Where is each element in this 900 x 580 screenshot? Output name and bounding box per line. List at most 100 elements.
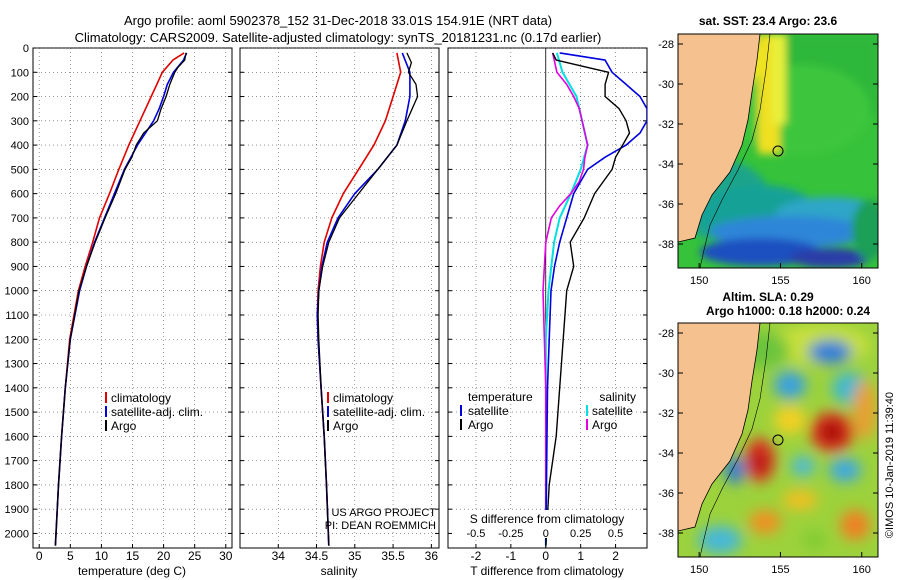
difference-legend-salinity: salinity satellite Argo [586, 390, 636, 432]
depth-tick-label: 800 [11, 237, 29, 249]
salinity-grid [240, 47, 439, 548]
legend-mark-climatology [105, 392, 107, 403]
depth-tick-label: 400 [11, 140, 29, 152]
title-line-2: Climatology: CARS2009. Satellite-adjuste… [75, 30, 602, 45]
x-tick-label: 20 [157, 549, 171, 563]
depth-tick-label: 300 [11, 116, 29, 128]
map-lat-label: -38 [658, 239, 674, 251]
legend-mark-satellite [460, 405, 462, 416]
depth-axis: 0 100 200 300 400 500 600 700 800 900 1000 1100 1200… [5, 43, 29, 540]
depth-tick-label: 500 [11, 164, 29, 176]
map-lat-label: -38 [658, 528, 674, 540]
legend-climatology: climatology [333, 391, 393, 405]
legend-salinity-satellite: satellite [592, 404, 633, 418]
depth-tick-label: 700 [11, 213, 29, 225]
sla-map-title-1: Altim. SLA: 0.29 [722, 290, 814, 304]
map-lat-label: -32 [658, 408, 674, 420]
x-tick-label: 25 [188, 549, 202, 563]
s-tick-label: 0.25 [570, 528, 591, 540]
map-lat-label: -34 [658, 159, 674, 171]
s-difference-label: S difference from climatology [470, 512, 625, 526]
x-tick-label: 5 [67, 549, 74, 563]
legend-mark-argo-salinity [586, 419, 588, 430]
legend-satellite: satellite-adj. clim. [333, 405, 425, 419]
s-tick-label: 0.5 [608, 528, 623, 540]
s-tick-label: 0 [543, 528, 549, 540]
series-salinity-satellite [544, 52, 589, 546]
x-tick-label: 15 [126, 549, 140, 563]
series-argo [54, 52, 187, 546]
depth-tick-label: 1700 [5, 456, 29, 468]
depth-tick-label: 1800 [5, 480, 29, 492]
difference-legend-temperature: temperature satellite Argo [460, 390, 533, 432]
salinity-panel: 34 34.5 35 35.5 36 salinity climatology sate… [239, 47, 440, 578]
map-lon-label: 155 [771, 564, 789, 576]
difference-x-ticks: -2 -1 0 1 2 [471, 549, 620, 563]
temperature-panel: 0100200300400500600700800900100011001200… [5, 43, 233, 578]
difference-lines [542, 52, 647, 546]
legend-mark-argo [105, 420, 107, 431]
legend-mark-satellite [327, 406, 329, 417]
difference-xlabel: T difference from climatology [470, 564, 624, 578]
temperature-xlabel: temperature (deg C) [78, 564, 186, 578]
temperature-x-ticks: 0 5 10 15 20 25 30 [36, 549, 233, 563]
map-lon-label: 150 [690, 275, 708, 287]
credit-project: US ARGO PROJECT [331, 507, 436, 519]
salinity-x-ticks: 34 34.5 35 35.5 36 [272, 549, 439, 563]
s-tick-label: -0.5 [466, 528, 485, 540]
sst-map-frame [677, 33, 879, 269]
credit-pi: PI: DEAN ROEMMICH [325, 520, 436, 532]
depth-tick-label: 1200 [5, 334, 29, 346]
sla-map-field [678, 323, 878, 557]
map-lon-label: 155 [771, 275, 789, 287]
temperature-lines [54, 52, 188, 546]
x-tick-label: 10 [95, 549, 109, 563]
sla-map-frame [677, 322, 879, 558]
map-lat-label: -34 [658, 448, 674, 460]
x-tick-label: 35.5 [381, 549, 405, 563]
depth-tick-label: 900 [11, 261, 29, 273]
map-lat-label: -28 [658, 328, 674, 340]
x-tick-label: 35 [348, 549, 362, 563]
imos-credit: ©IMOS 10-Jan-2019 11:39:40 [884, 392, 896, 538]
legend-salinity-argo: Argo [592, 418, 618, 432]
depth-tick-label: 1000 [5, 286, 29, 298]
salinity-lines [316, 52, 419, 546]
series-temperature-satellite [545, 52, 647, 546]
sst-map-title: sat. SST: 23.4 Argo: 23.6 [699, 14, 838, 28]
depth-tick-label: 600 [11, 189, 29, 201]
legend-climatology: climatology [111, 391, 171, 405]
depth-tick-label: 1600 [5, 431, 29, 443]
temperature-legend: climatology satellite-adj. clim. Argo [105, 391, 203, 433]
depth-tick-label: 0 [23, 43, 29, 55]
map-lat-label: -30 [658, 368, 674, 380]
argo-location-marker [772, 434, 784, 446]
map-lat-label: -32 [658, 119, 674, 131]
title-line-1: Argo profile: aoml 5902378_152 31-Dec-20… [124, 13, 552, 28]
legend-mark-climatology [327, 392, 329, 403]
map-lon-label: 160 [853, 275, 871, 287]
series-temperature-argo [545, 52, 631, 546]
map-lon-label: 150 [690, 564, 708, 576]
salinity-xlabel: salinity [321, 564, 358, 578]
depth-tick-label: 100 [11, 67, 29, 79]
x-tick-label: 2 [612, 549, 619, 563]
x-tick-label: 0 [36, 549, 43, 563]
argo-location-marker [772, 145, 784, 157]
x-tick-label: -1 [506, 549, 517, 563]
map-lon-label: 160 [853, 564, 871, 576]
legend-temperature-argo: Argo [468, 418, 494, 432]
x-tick-label: 34 [272, 549, 286, 563]
legend-mark-argo [327, 420, 329, 431]
x-tick-label: 1 [577, 549, 584, 563]
s-tick-label: -0.25 [498, 528, 523, 540]
x-tick-label: 34.5 [305, 549, 329, 563]
x-tick-label: 36 [425, 549, 439, 563]
legend-temperature-satellite: satellite [468, 404, 509, 418]
depth-tick-label: 2000 [5, 528, 29, 540]
legend-argo: Argo [111, 419, 137, 433]
legend-salinity-title: salinity [599, 390, 636, 404]
x-tick-label: 30 [219, 549, 233, 563]
map-lat-label: -36 [658, 199, 674, 211]
